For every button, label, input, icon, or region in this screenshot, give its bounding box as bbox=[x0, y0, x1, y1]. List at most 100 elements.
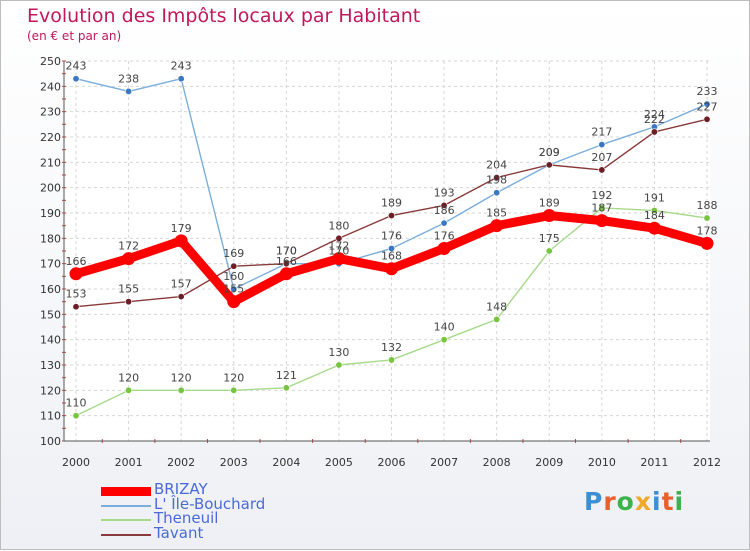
data-point-brizay-2011 bbox=[647, 221, 661, 235]
data-point-tavant-2005 bbox=[335, 234, 343, 242]
data-label-l-le-bouchard-2000: 243 bbox=[66, 60, 87, 73]
data-point-l-le-bouchard-2008 bbox=[493, 189, 501, 197]
legend-label-ile-bouchard: L' Île-Bouchard bbox=[154, 494, 266, 513]
y-tick-label-120: 120 bbox=[40, 384, 61, 397]
data-label-theneuil-2004: 121 bbox=[276, 369, 297, 382]
data-label-theneuil-2012: 188 bbox=[697, 199, 718, 212]
data-point-theneuil-2005 bbox=[335, 361, 343, 369]
data-label-theneuil-2001: 120 bbox=[118, 371, 139, 384]
data-point-theneuil-2008 bbox=[493, 315, 501, 323]
data-label-brizay-2001: 172 bbox=[118, 240, 139, 253]
legend-label-brizay: BRIZAY bbox=[154, 480, 208, 498]
data-point-brizay-2010 bbox=[595, 214, 609, 228]
data-label-l-le-bouchard-2007: 186 bbox=[434, 204, 455, 217]
y-tick-label-250: 250 bbox=[40, 55, 61, 68]
data-label-brizay-2009: 189 bbox=[539, 197, 560, 210]
x-tick-label-2008: 2008 bbox=[483, 456, 511, 469]
data-label-brizay-2012: 178 bbox=[697, 224, 718, 237]
data-label-l-le-bouchard-2009: 209 bbox=[539, 146, 560, 159]
data-point-brizay-2007 bbox=[437, 241, 451, 255]
data-label-theneuil-2003: 120 bbox=[223, 371, 244, 384]
data-label-tavant-2012: 227 bbox=[697, 100, 718, 113]
data-point-theneuil-2006 bbox=[387, 356, 395, 364]
data-point-tavant-2009 bbox=[545, 161, 553, 169]
data-point-l-le-bouchard-2002 bbox=[177, 75, 185, 83]
data-label-brizay-2000: 166 bbox=[66, 255, 87, 268]
legend-swatch-tavant bbox=[101, 533, 151, 536]
data-point-brizay-2012 bbox=[700, 236, 714, 250]
legend-swatch-theneuil bbox=[101, 519, 151, 521]
y-tick-label-130: 130 bbox=[40, 359, 61, 372]
data-point-theneuil-2007 bbox=[440, 336, 448, 344]
y-tick-label-180: 180 bbox=[40, 232, 61, 245]
data-label-tavant-2010: 207 bbox=[591, 151, 612, 164]
data-point-brizay-2006 bbox=[385, 262, 398, 276]
data-point-tavant-2006 bbox=[387, 212, 395, 220]
data-point-brizay-2000 bbox=[69, 267, 83, 281]
data-label-theneuil-2002: 120 bbox=[171, 371, 192, 384]
data-label-tavant-2007: 193 bbox=[434, 186, 455, 199]
y-tick-label-210: 210 bbox=[40, 156, 61, 169]
data-point-tavant-2008 bbox=[493, 174, 501, 182]
data-point-brizay-2004 bbox=[279, 267, 293, 281]
y-tick-label-200: 200 bbox=[40, 182, 61, 195]
data-label-l-le-bouchard-2003: 160 bbox=[223, 270, 244, 283]
data-label-brizay-2005: 172 bbox=[328, 240, 349, 253]
data-label-brizay-2006: 168 bbox=[381, 250, 402, 263]
y-tick-label-140: 140 bbox=[40, 334, 61, 347]
y-tick-label-240: 240 bbox=[40, 80, 61, 93]
data-point-brizay-2002 bbox=[174, 234, 188, 248]
data-label-l-le-bouchard-2005: 170 bbox=[328, 245, 349, 258]
x-tick-label-2002: 2002 bbox=[167, 456, 195, 469]
data-point-tavant-2001 bbox=[125, 298, 133, 306]
data-label-tavant-2004: 170 bbox=[276, 245, 297, 258]
data-point-tavant-2007 bbox=[440, 201, 448, 209]
data-point-tavant-2012 bbox=[703, 115, 711, 123]
data-point-tavant-2011 bbox=[650, 128, 658, 136]
x-tick-label-2001: 2001 bbox=[115, 456, 143, 469]
x-tick-label-2003: 2003 bbox=[220, 456, 248, 469]
data-label-theneuil-2005: 130 bbox=[328, 346, 349, 359]
data-label-theneuil-2006: 132 bbox=[381, 341, 402, 354]
logo-letter: r bbox=[603, 487, 617, 516]
data-point-theneuil-2004 bbox=[282, 384, 290, 392]
logo-letter: o bbox=[616, 487, 635, 516]
data-label-theneuil-2009: 175 bbox=[539, 232, 560, 245]
data-label-tavant-2003: 169 bbox=[223, 247, 244, 260]
y-tick-label-170: 170 bbox=[40, 258, 61, 271]
data-point-l-le-bouchard-2012 bbox=[703, 100, 711, 108]
y-tick-label-110: 110 bbox=[40, 410, 61, 423]
chart-title: Evolution des Impôts locaux par Habitant bbox=[27, 5, 421, 27]
data-label-tavant-2000: 153 bbox=[66, 288, 87, 301]
data-point-brizay-2009 bbox=[542, 209, 556, 223]
data-label-tavant-2011: 222 bbox=[644, 113, 665, 126]
data-label-tavant-2006: 189 bbox=[381, 197, 402, 210]
chart-subtitle: (en € et par an) bbox=[27, 29, 122, 43]
data-label-brizay-2011: 184 bbox=[644, 209, 665, 222]
x-tick-label-2007: 2007 bbox=[430, 456, 458, 469]
x-tick-label-2012: 2012 bbox=[693, 456, 721, 469]
data-point-theneuil-2011 bbox=[650, 206, 658, 214]
data-label-brizay-2007: 176 bbox=[434, 229, 455, 242]
proxiti-logo: Proxiti bbox=[584, 487, 684, 516]
data-point-l-le-bouchard-2000 bbox=[72, 75, 80, 83]
data-point-brizay-2001 bbox=[122, 252, 136, 266]
data-point-tavant-2002 bbox=[177, 293, 185, 301]
data-point-tavant-2003 bbox=[230, 262, 238, 270]
data-point-theneuil-2010 bbox=[598, 204, 606, 212]
legend-swatch-ile-bouchard bbox=[101, 504, 151, 507]
y-tick-label-190: 190 bbox=[40, 207, 61, 220]
data-point-theneuil-2002 bbox=[177, 386, 185, 394]
y-tick-label-100: 100 bbox=[40, 435, 61, 448]
data-label-theneuil-2000: 110 bbox=[66, 397, 87, 410]
logo-letter: i bbox=[674, 487, 685, 516]
data-label-brizay-2008: 185 bbox=[486, 207, 507, 220]
x-tick-label-2004: 2004 bbox=[272, 456, 300, 469]
data-point-brizay-2003 bbox=[227, 295, 241, 309]
data-label-brizay-2010: 187 bbox=[591, 202, 612, 215]
data-label-tavant-2009: 209 bbox=[539, 146, 560, 159]
data-label-l-le-bouchard-2002: 243 bbox=[171, 60, 192, 73]
x-tick-label-2000: 2000 bbox=[62, 456, 90, 469]
